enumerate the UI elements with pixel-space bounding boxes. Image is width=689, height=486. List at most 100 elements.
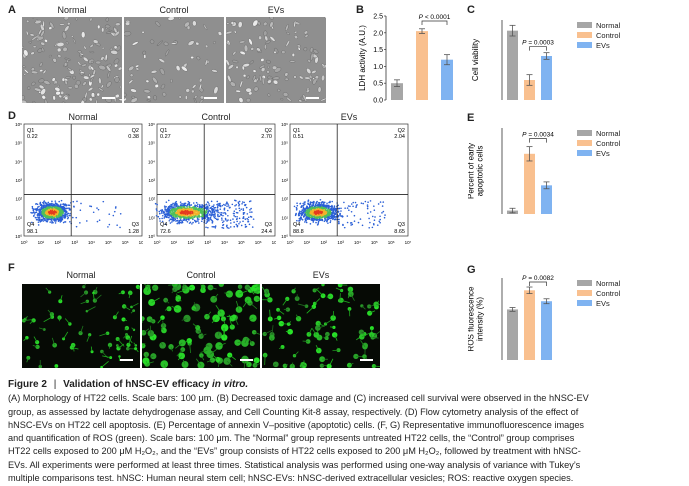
event-dot bbox=[335, 210, 337, 213]
neurite bbox=[133, 342, 137, 346]
neurite bbox=[177, 355, 182, 361]
event-dot bbox=[205, 203, 208, 206]
neurite bbox=[145, 354, 148, 358]
neurite bbox=[24, 316, 28, 320]
event-dot bbox=[304, 218, 307, 220]
cell bbox=[272, 76, 280, 80]
event-dot bbox=[182, 206, 185, 208]
cell bbox=[75, 17, 78, 21]
event-dot bbox=[326, 202, 328, 205]
neurite bbox=[361, 332, 370, 338]
event-dot bbox=[367, 212, 369, 215]
cell bbox=[105, 31, 113, 34]
neurite bbox=[224, 292, 230, 295]
cell bbox=[61, 101, 66, 103]
neurite bbox=[55, 365, 57, 368]
fluorescent-cell bbox=[215, 342, 223, 350]
event-dot bbox=[33, 213, 36, 215]
event-dot bbox=[164, 209, 166, 211]
event-dot bbox=[201, 217, 203, 219]
x-tick-label: 10¹ bbox=[304, 240, 311, 245]
event-dot bbox=[211, 205, 213, 208]
event-dot bbox=[229, 226, 232, 228]
legend-label-control: Control bbox=[596, 138, 621, 148]
event-dot bbox=[160, 209, 162, 212]
fluorescent-cell bbox=[291, 289, 296, 294]
event-dot bbox=[198, 206, 201, 209]
event-dot bbox=[176, 217, 179, 220]
event-dot bbox=[183, 212, 185, 215]
event-dot bbox=[172, 211, 175, 213]
event-dot bbox=[318, 201, 320, 204]
y-tick-label: 0.0 bbox=[373, 98, 383, 105]
event-dot bbox=[161, 210, 164, 212]
p-value-label: P = 0.0082 bbox=[522, 275, 554, 282]
q3-label: Q3 bbox=[132, 222, 139, 228]
cell bbox=[313, 49, 319, 54]
event-dot bbox=[60, 214, 63, 217]
cell bbox=[303, 47, 308, 52]
event-dot bbox=[244, 218, 247, 221]
cell bbox=[321, 63, 325, 67]
neurite bbox=[300, 365, 303, 368]
event-dot bbox=[344, 207, 346, 209]
event-dot bbox=[201, 213, 204, 215]
event-dot bbox=[328, 210, 331, 213]
neurite bbox=[163, 363, 167, 368]
neurite bbox=[200, 350, 208, 353]
cell bbox=[226, 30, 233, 35]
cell bbox=[77, 61, 82, 66]
event-dot bbox=[379, 221, 381, 224]
event-dot bbox=[316, 204, 319, 207]
fluorescent-cell bbox=[105, 331, 110, 335]
event-dot bbox=[96, 207, 98, 209]
event-dot bbox=[328, 201, 330, 204]
event-dot bbox=[191, 223, 193, 225]
event-dot bbox=[32, 209, 34, 211]
event-dot bbox=[47, 201, 50, 204]
event-dot bbox=[211, 213, 214, 215]
cell bbox=[135, 64, 140, 68]
legend-swatch-normal bbox=[577, 22, 592, 28]
event-dot bbox=[245, 206, 248, 209]
event-dot bbox=[367, 201, 369, 203]
neurite bbox=[272, 363, 276, 367]
cell bbox=[235, 65, 239, 69]
event-dot bbox=[340, 207, 342, 210]
fluorescent-cell bbox=[127, 290, 133, 296]
event-dot bbox=[210, 212, 212, 214]
legend-label-control: Control bbox=[596, 288, 621, 298]
cell bbox=[128, 65, 135, 72]
event-dot bbox=[200, 208, 202, 210]
event-dot bbox=[352, 201, 355, 204]
panel-f-title-evs: EVs bbox=[312, 270, 330, 280]
cell bbox=[256, 47, 261, 52]
caption-title: Figure 2 | Validation of hNSC-EV efficac… bbox=[8, 378, 684, 391]
caption-line: hNSC-EVs on HT22 cell apoptosis. (E) Per… bbox=[8, 419, 585, 430]
event-dot bbox=[191, 210, 193, 213]
fluorescent-cell bbox=[159, 341, 166, 349]
event-dot bbox=[38, 213, 40, 216]
event-dot bbox=[312, 221, 315, 223]
event-dot bbox=[158, 212, 161, 215]
neurite bbox=[364, 356, 368, 360]
cell bbox=[65, 93, 70, 96]
cell bbox=[119, 85, 122, 89]
event-dot bbox=[58, 213, 61, 215]
event-dot bbox=[59, 218, 61, 221]
event-dot bbox=[337, 220, 340, 223]
plot-frame bbox=[289, 123, 409, 237]
cell bbox=[89, 17, 93, 22]
y-tick-label: 2.0 bbox=[373, 30, 383, 37]
y-tick-label: 10² bbox=[15, 197, 22, 202]
cell bbox=[304, 34, 309, 38]
y-axis-label: Percent of earlyapoptotic cells bbox=[468, 143, 485, 199]
neurite bbox=[193, 301, 197, 308]
neurite bbox=[210, 287, 217, 290]
event-dot bbox=[331, 208, 333, 211]
fluorescent-cell bbox=[168, 344, 174, 350]
event-dot bbox=[302, 215, 305, 217]
event-dot bbox=[238, 207, 241, 210]
event-dot bbox=[312, 209, 315, 211]
event-dot bbox=[247, 216, 250, 219]
